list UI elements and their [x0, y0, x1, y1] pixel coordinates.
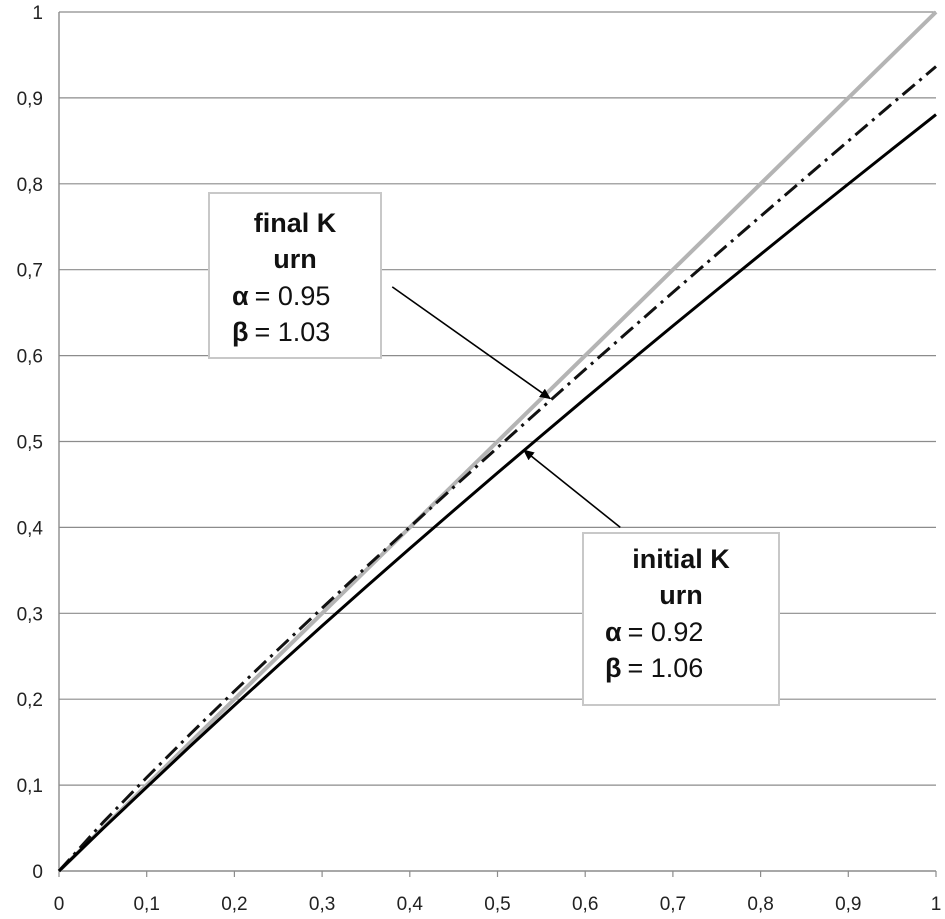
y-tick-label: 0,9: [17, 89, 43, 110]
annotation-final: final K urn α = 0.95 β = 1.03: [208, 192, 551, 400]
beta-value: = 1.03: [254, 317, 330, 347]
y-tick-label: 0,4: [17, 518, 44, 539]
annotation-box-initial: [582, 532, 780, 706]
y-tick-label: 0,2: [17, 690, 43, 711]
annotation-arrow-final: [391, 286, 551, 400]
x-tick-label: 0,7: [660, 894, 686, 915]
annotation-initial-beta: β = 1.06: [605, 653, 703, 683]
annotation-box-final: [208, 192, 382, 359]
annotation-final-line2: urn: [273, 244, 317, 274]
grid-lines: [59, 11, 936, 786]
y-tick-label: 0,7: [17, 261, 43, 282]
annotation-initial-line2: urn: [659, 580, 703, 610]
series-line-0: [57, 10, 938, 873]
x-tick-labels: 0 0,1 0,2 0,3 0,4 0,5 0,6 0,7 0,8 0,9 1: [54, 894, 942, 915]
x-tick-label: 0,9: [835, 894, 861, 915]
x-tick-label: 0: [54, 894, 65, 915]
y-tick-label: 0,3: [17, 604, 43, 625]
x-tick-label: 0,4: [397, 894, 424, 915]
beta-value: = 1.06: [627, 653, 703, 683]
beta-symbol: β: [232, 317, 248, 347]
x-tick-label: 0,5: [484, 894, 510, 915]
annotation-initial-line1: initial K: [632, 544, 730, 574]
x-tick-label: 0,2: [221, 894, 247, 915]
alpha-value: = 0.92: [628, 617, 704, 647]
y-tick-label: 0,6: [17, 347, 43, 368]
beta-symbol: β: [605, 653, 621, 683]
annotation-final-alpha: α = 0.95: [232, 281, 330, 311]
alpha-value: = 0.95: [255, 281, 331, 311]
annotation-final-beta: β = 1.03: [232, 317, 330, 347]
annotation-final-line1: final K: [254, 208, 337, 238]
annotation-initial-alpha: α = 0.92: [605, 617, 703, 647]
y-tick-label: 0,8: [17, 175, 43, 196]
y-tick-label: 0,5: [17, 433, 43, 454]
annotation-arrow-initial: [523, 449, 621, 529]
alpha-symbol: α: [605, 617, 622, 647]
x-tick-label: 0,1: [133, 894, 159, 915]
y-tick-label: 1: [32, 3, 43, 24]
annotation-initial: initial K urn α = 0.92 β = 1.06: [523, 449, 780, 706]
series-line-2: [57, 113, 937, 873]
x-tick-label: 0,3: [309, 894, 335, 915]
y-tick-label: 0,1: [17, 776, 43, 797]
x-tick-label: 1: [931, 894, 942, 915]
axes: [58, 12, 937, 877]
alpha-symbol: α: [232, 281, 249, 311]
annotations-layer: final K urn α = 0.95 β = 1.03 initial K ur…: [208, 192, 780, 706]
y-tick-labels: 0 0,1 0,2 0,3 0,4 0,5 0,6 0,7 0,8 0,9 1: [17, 3, 44, 883]
x-tick-label: 0,8: [747, 894, 773, 915]
y-tick-label: 0: [32, 862, 43, 883]
x-tick-label: 0,6: [572, 894, 598, 915]
series-line-1: [57, 65, 937, 873]
series-layer: [57, 10, 938, 873]
